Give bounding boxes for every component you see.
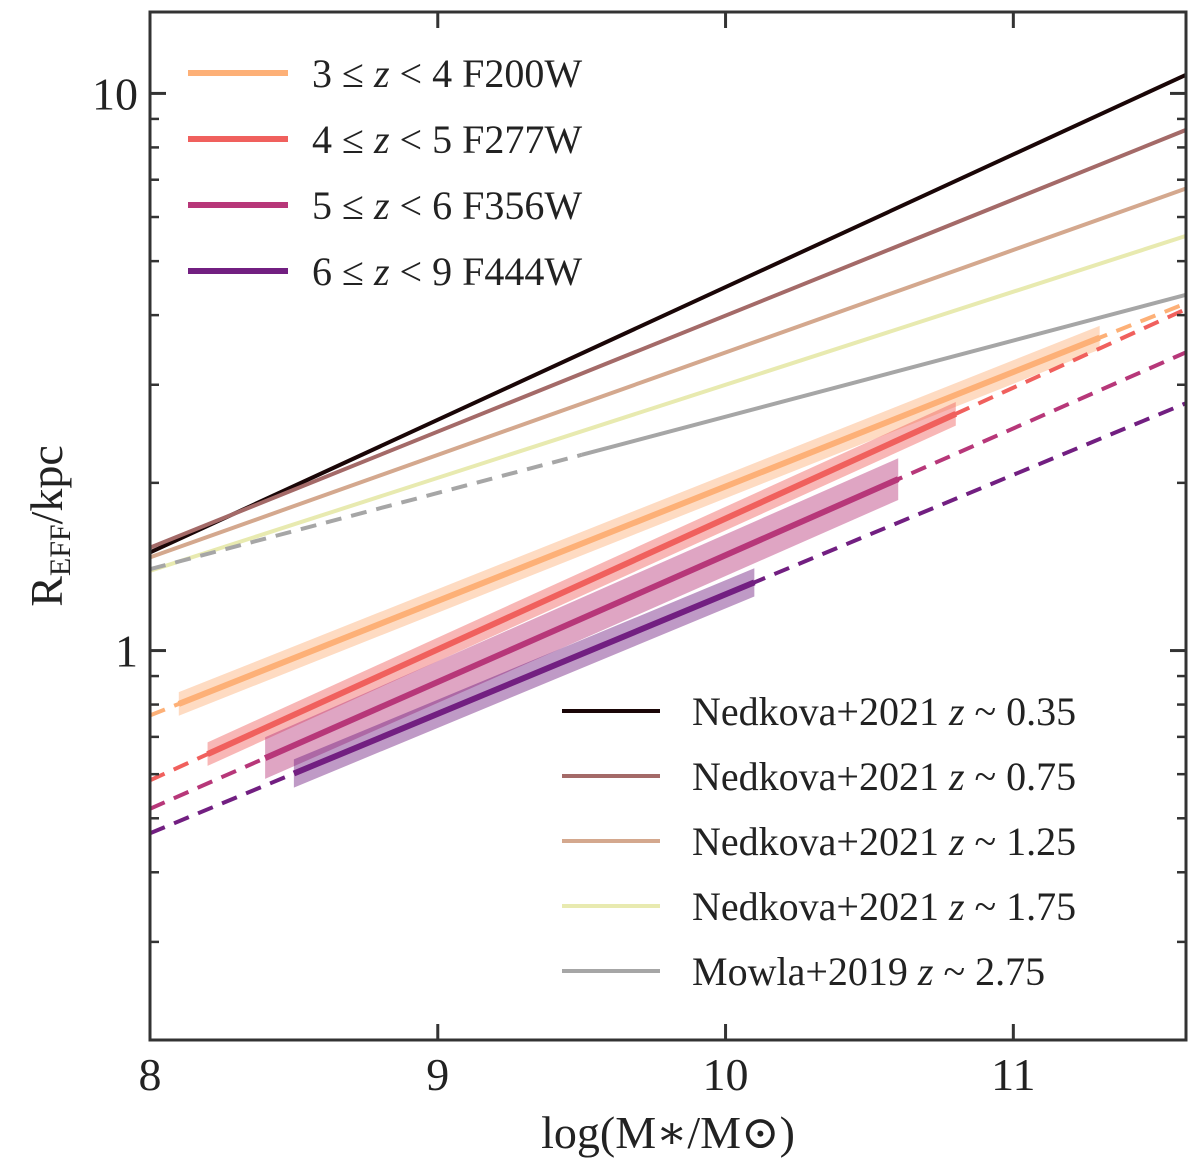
fit-line-0 [177, 334, 1101, 707]
legend-br-label-var-3: z [948, 884, 965, 929]
legend-tl-label-3: 6 ≤ z < 9 F444W [312, 249, 582, 294]
legend-br-label-2: Nedkova+2021 z ~ 1.25 [692, 819, 1076, 864]
legend-br-label-pre-3: Nedkova+2021 [692, 884, 949, 929]
plot-area [150, 72, 1186, 836]
legend-br-label-post-3: ~ 1.75 [965, 884, 1077, 929]
legend-tl-label-var-3: z [373, 249, 390, 294]
legend-tl-label-0: 3 ≤ z < 4 F200W [312, 51, 582, 96]
reference-line-1 [150, 128, 1186, 550]
reference-line-3 [150, 233, 1186, 573]
legend-br-label-var-0: z [948, 689, 965, 734]
legend-tl-label-post-0: < 4 F200W [390, 51, 583, 96]
fit-line-3 [292, 579, 756, 777]
legend-br-label-post-4: ~ 2.75 [933, 949, 1045, 994]
legend-br-label-post-1: ~ 0.75 [965, 754, 1077, 799]
reference-line-4 [581, 292, 1186, 457]
legend-tl-label-var-0: z [373, 51, 390, 96]
legend-tl-label-pre-1: 4 ≤ [312, 117, 374, 162]
legend-br-label-var-4: z [917, 949, 934, 994]
legend-br-label-pre-1: Nedkova+2021 [692, 754, 949, 799]
reference-line-0 [150, 72, 1186, 555]
series-group [150, 72, 1186, 836]
legend-tl-label-post-1: < 5 F277W [390, 117, 583, 162]
legend-tl-label-post-3: < 9 F444W [390, 249, 583, 294]
legend-tl-label-pre-2: 5 ≤ [312, 183, 374, 228]
y-axis-title-tail: /kpc [21, 445, 72, 524]
fit-line-1 [206, 411, 958, 757]
y-tick-label-1: 10 [92, 68, 138, 119]
legend-br-label-3: Nedkova+2021 z ~ 1.75 [692, 884, 1076, 929]
legend-tl-label-pre-3: 6 ≤ [312, 249, 374, 294]
x-tick-label-0: 8 [139, 1049, 162, 1100]
legend-tl-label-1: 4 ≤ z < 5 F277W [312, 117, 582, 162]
legend-br-label-0: Nedkova+2021 z ~ 0.35 [692, 689, 1076, 734]
legend-tl-label-var-1: z [373, 117, 390, 162]
reference-line-dashed-4 [150, 452, 583, 572]
legend-br-label-pre-0: Nedkova+2021 [692, 689, 949, 734]
legend-br-label-1: Nedkova+2021 z ~ 0.75 [692, 754, 1076, 799]
legend-tl-label-2: 5 ≤ z < 6 F356W [312, 183, 582, 228]
legend-tl-label-var-2: z [373, 183, 390, 228]
legends: 3 ≤ z < 4 F200W 4 ≤ z < 5 F277W 5 ≤ z < 6 … [188, 51, 1076, 994]
x-tick-label-3: 11 [991, 1049, 1035, 1100]
legend-tl-label-pre-0: 3 ≤ [312, 51, 374, 96]
legend-br-label-pre-4: Mowla+2019 [692, 949, 918, 994]
x-axis-title: log(M∗/M⊙) [541, 1107, 795, 1158]
legend-tl-label-post-2: < 6 F356W [390, 183, 583, 228]
legend-br-label-pre-2: Nedkova+2021 [692, 819, 949, 864]
legend-br-label-4: Mowla+2019 z ~ 2.75 [692, 949, 1045, 994]
legend-br-label-var-2: z [948, 819, 965, 864]
x-tick-label-2: 10 [703, 1049, 749, 1100]
reference-line-2 [150, 186, 1186, 560]
y-tick-label-0: 1 [115, 626, 138, 677]
legend-br-label-post-2: ~ 1.25 [965, 819, 1077, 864]
plot-frame [148, 10, 1188, 1042]
fit-line-2 [263, 476, 900, 761]
y-axis-title-main: R [21, 576, 72, 607]
y-axis-title: REFF/kpc [21, 445, 77, 607]
x-tick-label-1: 9 [426, 1049, 449, 1100]
legend-br-label-post-0: ~ 0.35 [965, 689, 1077, 734]
legend-br-label-var-1: z [948, 754, 965, 799]
y-axis-title-sub: EFF [44, 524, 77, 576]
